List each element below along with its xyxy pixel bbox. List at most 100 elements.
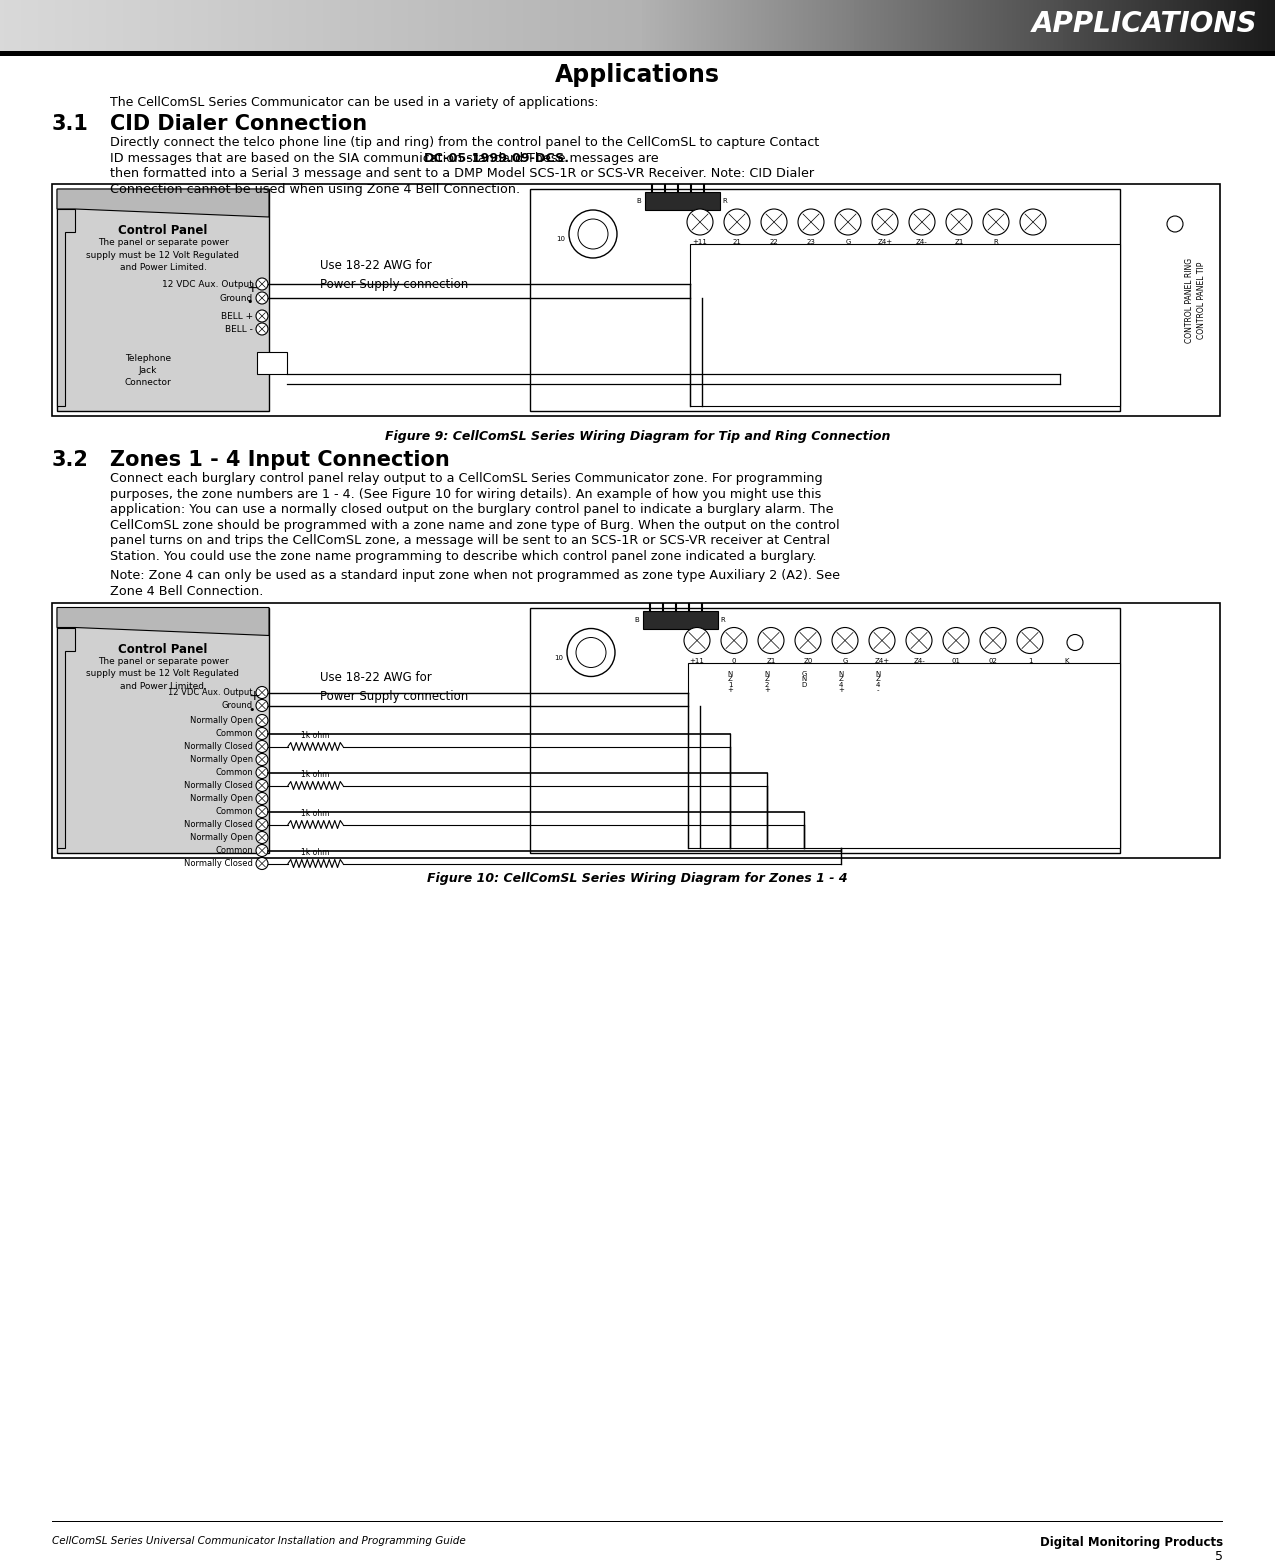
Bar [574, 0, 579, 52]
Text: Normally Open: Normally Open [190, 716, 252, 724]
Bar [280, 0, 286, 52]
Text: 1k ohm: 1k ohm [301, 809, 330, 818]
Text: purposes, the zone numbers are 1 - 4. (See Figure 10 for wiring details). An exa: purposes, the zone numbers are 1 - 4. (S… [110, 487, 821, 501]
Bar [889, 0, 894, 52]
Bar [52, 184, 1220, 415]
Text: BELL -: BELL - [226, 325, 252, 334]
Text: panel turns on and trips the CellComSL zone, a message will be sent to an SCS-1R: panel turns on and trips the CellComSL z… [110, 534, 830, 546]
Text: Z1: Z1 [766, 657, 775, 663]
Bar [825, 0, 830, 52]
Text: Normally Open: Normally Open [190, 795, 252, 802]
Bar [1071, 0, 1076, 52]
Bar [1011, 0, 1016, 52]
Bar [931, 0, 936, 52]
Bar [871, 0, 876, 52]
Bar [1164, 0, 1169, 52]
Bar [688, 662, 1119, 848]
Bar [1122, 0, 1127, 52]
Bar [289, 0, 295, 52]
Bar [64, 0, 69, 52]
Bar [1186, 0, 1191, 52]
Text: 23: 23 [807, 239, 816, 245]
Text: Normally Closed: Normally Closed [184, 780, 252, 790]
Bar [484, 0, 490, 52]
Text: DC-05-1999.09-DCS.: DC-05-1999.09-DCS. [425, 151, 570, 164]
Text: ID messages that are based on the SIA communication standard: ID messages that are based on the SIA co… [110, 151, 527, 164]
Bar [417, 0, 422, 52]
Circle shape [980, 628, 1006, 654]
Bar [838, 0, 843, 52]
Bar [140, 0, 145, 52]
Text: 3.2: 3.2 [52, 450, 89, 470]
Bar [905, 0, 910, 52]
Bar [765, 0, 770, 52]
Bar [740, 0, 745, 52]
Bar [497, 0, 502, 52]
Bar [718, 0, 723, 52]
Bar [748, 0, 754, 52]
Bar [230, 0, 235, 52]
Circle shape [256, 818, 268, 830]
Bar [634, 0, 639, 52]
Text: Normally Closed: Normally Closed [184, 820, 252, 829]
Bar [1016, 0, 1021, 52]
Bar [544, 0, 550, 52]
Bar [1253, 0, 1258, 52]
Bar [590, 0, 595, 52]
Bar [1266, 0, 1271, 52]
Bar [688, 0, 694, 52]
Bar [944, 0, 949, 52]
Bar [1037, 0, 1042, 52]
Circle shape [256, 779, 268, 791]
Bar [446, 0, 451, 52]
Circle shape [256, 727, 268, 740]
Bar [0, 52, 1275, 56]
Bar [940, 0, 945, 52]
Text: Control Panel: Control Panel [119, 643, 208, 656]
Bar [17, 0, 22, 52]
Bar [863, 0, 868, 52]
Bar [1067, 0, 1072, 52]
Bar [731, 0, 736, 52]
Bar [960, 0, 965, 52]
Text: 1: 1 [1028, 657, 1033, 663]
Bar [391, 0, 397, 52]
Bar [816, 0, 821, 52]
Bar [434, 0, 439, 52]
Bar [1215, 0, 1220, 52]
Bar [1024, 0, 1029, 52]
Text: CellComSL Series Universal Communicator Installation and Programming Guide: CellComSL Series Universal Communicator … [52, 1536, 465, 1545]
Polygon shape [57, 189, 269, 217]
Bar [226, 0, 231, 52]
Bar [319, 0, 324, 52]
Text: Figure 9: CellComSL Series Wiring Diagram for Tip and Ring Connection: Figure 9: CellComSL Series Wiring Diagra… [385, 429, 890, 443]
Text: Zones 1 - 4 Input Connection: Zones 1 - 4 Input Connection [110, 450, 450, 470]
Bar [616, 0, 621, 52]
Bar [22, 0, 27, 52]
Bar [42, 0, 47, 52]
Text: Normally Closed: Normally Closed [184, 859, 252, 868]
Text: Z4-: Z4- [917, 239, 928, 245]
Bar [47, 0, 52, 52]
Bar [794, 0, 799, 52]
Bar [1049, 0, 1054, 52]
Bar [1173, 0, 1178, 52]
Bar [621, 0, 626, 52]
Bar [259, 0, 264, 52]
Text: Digital Monitoring Products: Digital Monitoring Products [1040, 1536, 1223, 1549]
Bar [472, 0, 477, 52]
Bar [1211, 0, 1216, 52]
Bar [1233, 0, 1238, 52]
Bar [76, 0, 82, 52]
Circle shape [687, 209, 713, 236]
Bar [52, 603, 1220, 857]
Bar [1241, 0, 1246, 52]
Text: Zone 4 Bell Connection.: Zone 4 Bell Connection. [110, 584, 264, 598]
Bar [1054, 0, 1060, 52]
Bar [170, 0, 175, 52]
Text: N
Z
4
+: N Z 4 + [838, 671, 844, 693]
Bar [761, 0, 766, 52]
Bar [876, 0, 881, 52]
Bar [149, 0, 154, 52]
Bar [208, 0, 213, 52]
